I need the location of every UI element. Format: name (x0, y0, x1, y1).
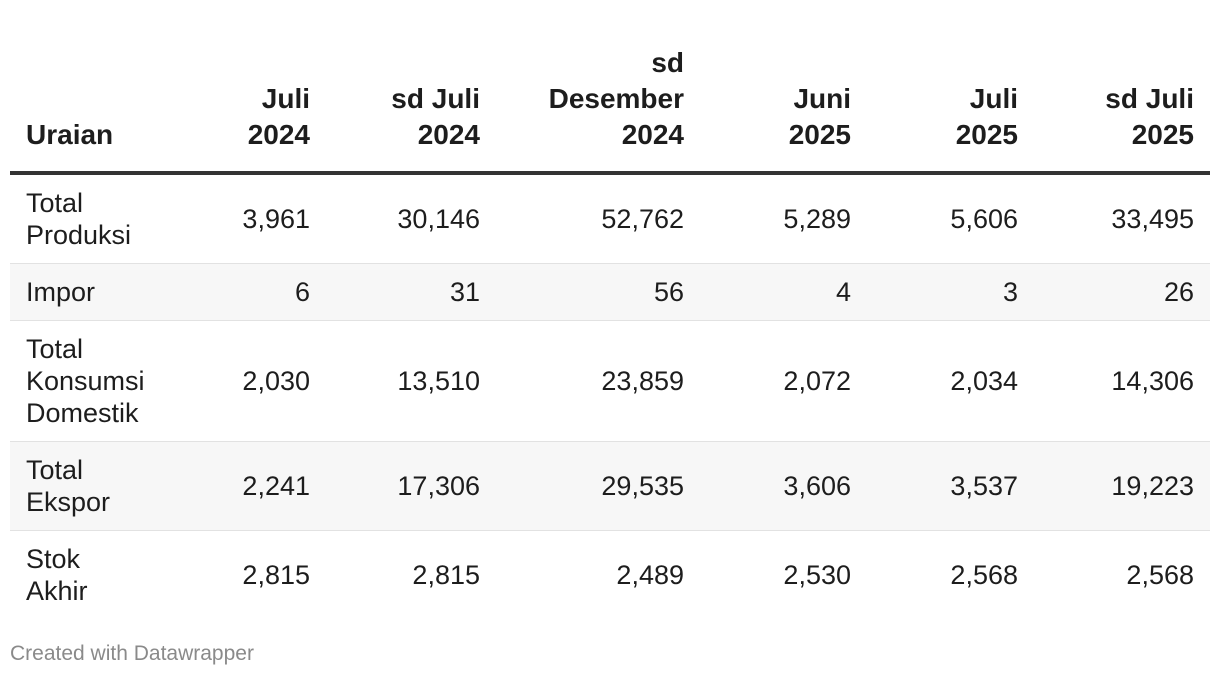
table-cell: 3,961 (210, 173, 326, 264)
row-label: Total Konsumsi Domestik (10, 320, 210, 442)
row-label-line: Ekspor (26, 487, 111, 517)
header-line: 2025 (1131, 119, 1194, 150)
column-header-sd-desember-2024[interactable]: sd Desember 2024 (496, 45, 700, 175)
header-line: 2025 (788, 119, 851, 150)
datawrapper-credit[interactable]: Created with Datawrapper (10, 642, 254, 665)
column-header-juli-2024[interactable]: Juli 2024 (210, 45, 326, 175)
table-cell: 26 (1034, 263, 1210, 321)
column-header-uraian[interactable]: Uraian (10, 45, 210, 175)
table-cell: 3,537 (867, 441, 1034, 531)
header-line: Uraian (26, 119, 114, 150)
row-label-line: Total (26, 334, 84, 364)
table-cell: 13,510 (326, 320, 496, 442)
header-line: Juli (969, 83, 1018, 114)
table-cell: 2,489 (616, 560, 684, 590)
header-row: Uraian Juli 2024 sd Juli 2024 sd Desembe… (10, 45, 1210, 175)
table-row-stok-akhir: Stok Akhir 2,815 2,815 2,489 2,530 2,568… (10, 531, 1210, 620)
table-row-total-konsumsi-domestik: Total Konsumsi Domestik 2,030 13,510 23,… (10, 320, 1210, 442)
table-cell: 56 (496, 263, 700, 321)
table-cell: 2,034 (867, 320, 1034, 442)
column-header-sd-juli-2024[interactable]: sd Juli 2024 (326, 45, 496, 175)
row-label: Total Produksi (10, 173, 210, 264)
table-cell: 14,306 (1034, 320, 1210, 442)
table-cell: 2,072 (700, 320, 867, 442)
row-label-line: Produksi (26, 220, 132, 250)
table-row-total-ekspor: Total Ekspor 2,241 17,306 29,535 3,606 3… (10, 441, 1210, 531)
table-cell: 2,568 (950, 560, 1018, 590)
table-cell: 4 (700, 263, 867, 321)
row-label-line: Total (26, 455, 84, 485)
table-header: Uraian Juli 2024 sd Juli 2024 sd Desembe… (10, 45, 1210, 175)
row-label-line: Impor (26, 277, 96, 307)
table-cell: 2,568 (1126, 560, 1194, 590)
table-row-total-produksi: Total Produksi 3,961 30,146 52,762 5,289… (10, 173, 1210, 264)
table-body: Total Produksi 3,961 30,146 52,762 5,289… (10, 173, 1210, 619)
table-cell: 2,815 (242, 560, 310, 590)
header-line: 2024 (417, 119, 480, 150)
row-label-line: Konsumsi (26, 366, 145, 396)
column-header-juni-2025[interactable]: Juni 2025 (700, 45, 867, 175)
table-cell: 29,535 (496, 441, 700, 531)
header-line: sd Juli (1105, 83, 1194, 114)
column-header-sd-juli-2025[interactable]: sd Juli 2025 (1034, 45, 1210, 175)
row-label-line: Stok (26, 544, 81, 574)
header-line: 2024 (621, 119, 684, 150)
table-cell: 52,762 (496, 173, 700, 264)
table-cell: 2,530 (783, 560, 851, 590)
table-cell: 19,223 (1034, 441, 1210, 531)
table-cell: 31 (326, 263, 496, 321)
header-line: sd (651, 47, 684, 78)
table-row-impor: Impor 6 31 56 4 3 26 (10, 263, 1210, 321)
table-cell: 2,030 (210, 320, 326, 442)
header-line: Juni (793, 83, 851, 114)
row-label: Impor (10, 263, 210, 321)
row-label-line: Total (26, 188, 84, 218)
header-line: 2024 (247, 119, 310, 150)
table-cell: 3,606 (700, 441, 867, 531)
row-label: Total Ekspor (10, 441, 210, 531)
table-cell: 2,241 (210, 441, 326, 531)
table-cell: 5,606 (867, 173, 1034, 264)
row-label-line: Akhir (26, 576, 88, 606)
table-cell: 6 (210, 263, 326, 321)
header-line: sd Juli (391, 83, 480, 114)
table-cell: 5,289 (700, 173, 867, 264)
data-table: Uraian Juli 2024 sd Juli 2024 sd Desembe… (10, 45, 1210, 619)
data-table-container: Uraian Juli 2024 sd Juli 2024 sd Desembe… (10, 45, 1210, 619)
table-cell: 33,495 (1034, 173, 1210, 264)
header-line: Desember (548, 83, 684, 114)
row-label-line: Domestik (26, 398, 139, 428)
table-cell: 2,815 (412, 560, 480, 590)
table-cell: 30,146 (326, 173, 496, 264)
table-cell: 3 (867, 263, 1034, 321)
header-line: 2025 (955, 119, 1018, 150)
row-label: Stok Akhir (10, 531, 210, 620)
header-line: Juli (261, 83, 310, 114)
table-cell: 17,306 (326, 441, 496, 531)
table-cell: 23,859 (496, 320, 700, 442)
column-header-juli-2025[interactable]: Juli 2025 (867, 45, 1034, 175)
